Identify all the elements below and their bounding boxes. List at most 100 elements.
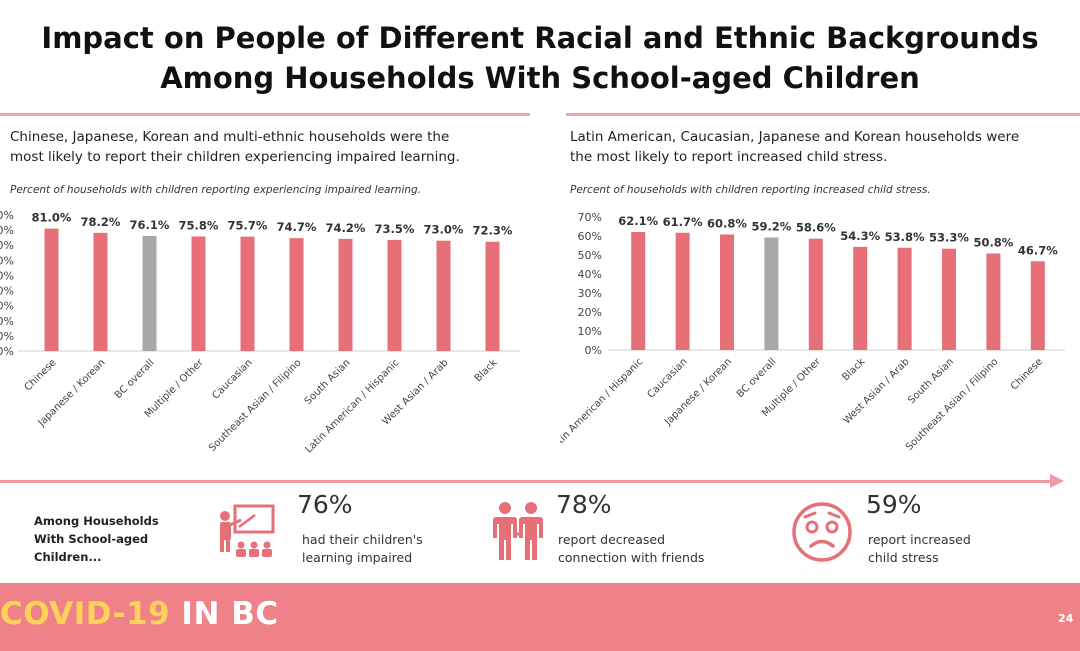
chart-1-data-label: 50.8% bbox=[973, 235, 1013, 249]
chart-1-bar bbox=[853, 246, 868, 350]
chart-1-ytick-label: 10% bbox=[578, 325, 602, 338]
chart-1-data-label: 46.7% bbox=[1018, 243, 1058, 257]
chart-1-category-label: Chinese bbox=[1009, 356, 1045, 392]
chart-0-bar bbox=[485, 241, 500, 351]
chart-0-category-label: Black bbox=[473, 357, 500, 384]
right-header-rule bbox=[566, 113, 1080, 116]
chart-0-category-label: South Asian bbox=[303, 357, 353, 407]
page-number: 24 bbox=[1058, 612, 1074, 625]
divider-arrow-head bbox=[1050, 474, 1064, 488]
chart-0-data-label: 75.8% bbox=[179, 218, 219, 232]
chart-0-ytick-label: 50% bbox=[0, 269, 14, 282]
right-subhead-line-2: the most likely to report increased chil… bbox=[570, 149, 888, 165]
chart-1-data-label: 59.2% bbox=[751, 220, 791, 234]
summary-label-line-2: With School-aged bbox=[34, 532, 149, 546]
chart-1-data-label: 58.6% bbox=[796, 221, 836, 235]
child-stress-percent: 59% bbox=[866, 490, 922, 519]
chart-1-data-label: 53.3% bbox=[929, 231, 969, 245]
chart-0-bar bbox=[289, 238, 304, 351]
chart-1-category-label: Latin American / Hispanic bbox=[560, 356, 645, 454]
chart-0-data-label: 81.0% bbox=[32, 211, 72, 225]
left-subhead-line-1: Chinese, Japanese, Korean and multi-ethn… bbox=[10, 129, 450, 145]
chart-0-data-label: 72.3% bbox=[473, 224, 513, 238]
learning-impaired-percent: 76% bbox=[297, 490, 353, 519]
two-friends-icon bbox=[493, 502, 543, 560]
stressed-face-icon bbox=[792, 502, 852, 562]
chart-0-data-label: 78.2% bbox=[81, 215, 121, 229]
chart-0-bar bbox=[44, 228, 59, 351]
left-chart-caption: Percent of households with children repo… bbox=[10, 184, 422, 196]
right-subhead-line-1: Latin American, Caucasian, Japanese and … bbox=[570, 129, 1020, 145]
chart-1-data-label: 60.8% bbox=[707, 216, 747, 230]
chart-1-category-label: Caucasian bbox=[646, 356, 690, 400]
chart-0-ytick-label: 30% bbox=[0, 300, 14, 313]
chart-1-bar bbox=[986, 253, 1001, 350]
summary-label-line-3: Children... bbox=[34, 550, 102, 564]
chart-0-category-label: Southeast Asian / Filipino bbox=[207, 357, 304, 454]
chart-1-data-label: 54.3% bbox=[840, 229, 880, 243]
footer-brand-covid: COVID-19 bbox=[0, 596, 171, 632]
divider-arrow-line bbox=[0, 480, 1052, 483]
title-line-2: Among Households With School-aged Childr… bbox=[160, 61, 920, 95]
chart-1-bar bbox=[1030, 261, 1045, 350]
chart-0-ytick-label: 80% bbox=[0, 224, 14, 237]
chart-0-ytick-label: 90% bbox=[0, 209, 14, 222]
left-subhead-line-2: most likely to report their children exp… bbox=[10, 149, 460, 165]
title-line-1: Impact on People of Different Racial and… bbox=[41, 21, 1039, 55]
chart-1-bar bbox=[720, 234, 734, 350]
chart-1-category-label: Southeast Asian / Filipino bbox=[904, 356, 1001, 453]
chart-1-ytick-label: 60% bbox=[578, 230, 602, 243]
chart-1-bar bbox=[897, 247, 912, 350]
chart-0-data-label: 74.2% bbox=[326, 221, 366, 235]
impaired-learning-bar-chart: 0% 10% 20% 30% 40% 50% 60% 70% 80% 90% 81.0% Chines… bbox=[0, 209, 520, 456]
chart-0-category-label: BC overall bbox=[113, 357, 157, 401]
chart-1-bar bbox=[764, 237, 779, 350]
left-subhead: Chinese, Japanese, Korean and multi-ethn… bbox=[10, 127, 540, 167]
child-stress-desc-line-1: report increased bbox=[868, 532, 971, 547]
chart-1-category-label: South Asian bbox=[906, 356, 956, 406]
summary-label-line-1: Among Households bbox=[34, 514, 159, 528]
chart-0-data-label: 74.7% bbox=[277, 220, 317, 234]
chart-1-category-label: Black bbox=[840, 356, 867, 383]
chart-0-bar bbox=[93, 232, 108, 351]
chart-1-data-label: 61.7% bbox=[663, 215, 703, 229]
friends-connection-desc-line-2: connection with friends bbox=[558, 550, 705, 565]
chart-1-ytick-label: 30% bbox=[578, 287, 602, 300]
learning-impaired-description: had their children's learning impaired bbox=[302, 531, 492, 567]
chart-0-ytick-label: 0% bbox=[0, 345, 14, 358]
chart-0-data-label: 76.1% bbox=[130, 218, 170, 232]
friends-connection-description: report decreased connection with friends bbox=[558, 531, 748, 567]
chart-0-category-label: Caucasian bbox=[210, 357, 254, 401]
chart-1-ytick-label: 70% bbox=[578, 211, 602, 224]
chart-0-bar bbox=[387, 239, 402, 351]
chart-0-data-label: 73.5% bbox=[375, 222, 415, 236]
friends-connection-desc-line-1: report decreased bbox=[558, 532, 666, 547]
classroom-teacher-icon bbox=[220, 504, 275, 557]
chart-1-bar bbox=[675, 232, 690, 350]
chart-0-category-label: Latin American / Hispanic bbox=[303, 357, 401, 455]
chart-1-ytick-label: 50% bbox=[578, 249, 602, 262]
chart-0-bar bbox=[436, 240, 451, 351]
slide-title: Impact on People of Different Racial and… bbox=[0, 18, 1080, 98]
chart-0-category-label: Chinese bbox=[23, 357, 59, 393]
chart-0-bar bbox=[142, 236, 157, 351]
child-stress-bar-chart: 0% 10% 20% 30% 40% 50% 60% 70% 62.1% Latin Americ… bbox=[560, 211, 1065, 455]
learning-impaired-desc-line-1: had their children's bbox=[302, 532, 423, 547]
chart-0-data-label: 75.7% bbox=[228, 219, 268, 233]
chart-1-ytick-label: 20% bbox=[578, 306, 602, 319]
chart-0-ytick-label: 20% bbox=[0, 315, 14, 328]
friends-connection-percent: 78% bbox=[556, 490, 612, 519]
child-stress-description: report increased child stress bbox=[868, 531, 1058, 567]
footer-brand: COVID-19 IN BC bbox=[0, 596, 279, 632]
chart-0-bar bbox=[338, 238, 353, 351]
chart-0-ytick-label: 60% bbox=[0, 254, 14, 267]
summary-label: Among Households With School-aged Childr… bbox=[34, 512, 184, 566]
chart-0-bar bbox=[240, 236, 255, 351]
chart-0-bar bbox=[191, 236, 206, 351]
chart-1-data-label: 62.1% bbox=[618, 214, 658, 228]
footer-brand-bc: IN BC bbox=[181, 596, 279, 632]
chart-1-bar bbox=[631, 232, 646, 350]
chart-1-bar bbox=[942, 248, 956, 350]
chart-1-category-label: BC overall bbox=[735, 356, 779, 400]
chart-1-ytick-label: 40% bbox=[578, 268, 602, 281]
